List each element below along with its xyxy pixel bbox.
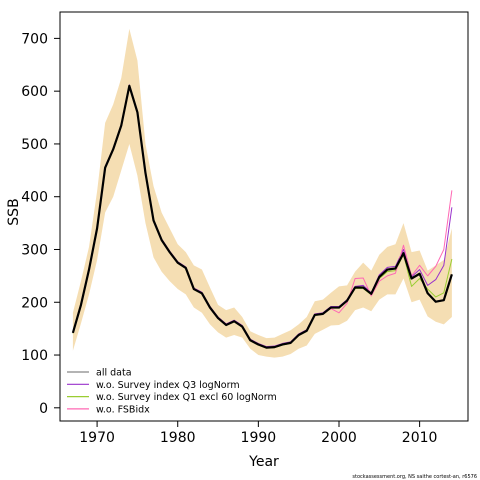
- y-tick-label: 100: [21, 348, 48, 364]
- legend-label-2: w.o. Survey index Q1 excl 60 logNorm: [96, 392, 277, 403]
- legend-label-0: all data: [96, 368, 132, 379]
- x-axis: 1970 1980 1990 2000 2010: [79, 421, 437, 446]
- y-axis-title: SSB: [6, 198, 22, 225]
- y-tick-label: 700: [21, 31, 48, 47]
- legend-label-1: w.o. Survey index Q3 logNorm: [96, 380, 240, 391]
- x-tick-label: 2010: [402, 430, 438, 446]
- x-tick-label: 1990: [241, 430, 277, 446]
- x-axis-title: Year: [248, 454, 279, 470]
- x-tick-label: 1980: [160, 430, 196, 446]
- x-tick-label: 2000: [321, 430, 357, 446]
- footnote: stockassessment.org, NS saithe cortest-a…: [352, 474, 477, 480]
- legend-label-3: w.o. FSBidx: [96, 404, 150, 415]
- plot-frame: [59, 11, 469, 422]
- confidence-band-layer: [72, 28, 452, 358]
- series-line-0: [71, 84, 453, 349]
- y-tick-label: 400: [21, 190, 48, 206]
- y-axis: 0 100 200 300 400 500 600 700: [21, 31, 60, 417]
- y-tick-label: 500: [21, 137, 48, 153]
- y-tick-label: 0: [39, 401, 48, 417]
- y-tick-label: 600: [21, 84, 48, 100]
- x-tick-label: 1970: [79, 430, 115, 446]
- y-tick-label: 300: [21, 242, 48, 258]
- confidence-band: [72, 28, 452, 358]
- y-tick-label: 200: [21, 295, 48, 311]
- series-layer: [71, 84, 453, 349]
